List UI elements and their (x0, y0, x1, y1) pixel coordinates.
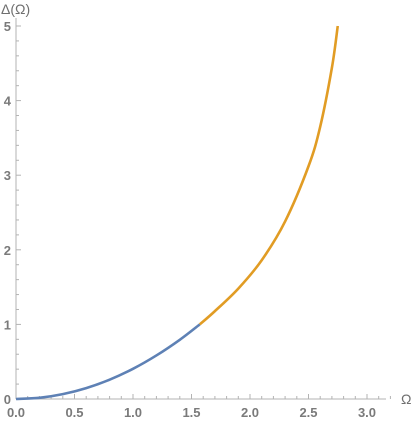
series-group (15, 25, 340, 401)
y-tick-label: 0 (4, 392, 11, 407)
series-line-1 (15, 323, 201, 401)
y-tick-label: 4 (4, 94, 12, 109)
y-tick-label: 3 (4, 168, 11, 183)
axes (15, 18, 386, 400)
x-tick-label: 1.0 (124, 405, 142, 420)
y-tick-label: 1 (4, 317, 11, 332)
x-tick-label: 3.0 (358, 405, 376, 420)
x-tick-label: 2.5 (299, 405, 317, 420)
y-axis-label: Δ(Ω) (1, 1, 30, 17)
x-tick-label: 0.0 (7, 405, 25, 420)
series-line-2 (198, 25, 340, 326)
y-tick-label: 5 (4, 19, 11, 34)
x-tick-label: 0.5 (65, 405, 83, 420)
x-tick-label: 1.5 (182, 405, 200, 420)
ticks: 0.0 0.5 1.0 1.5 2.0 2.5 3.0 0 1 2 3 4 5 (4, 19, 391, 420)
x-tick-label: 2.0 (241, 405, 259, 420)
y-tick-label: 2 (4, 243, 11, 258)
x-axis-label: Ω (401, 391, 411, 407)
